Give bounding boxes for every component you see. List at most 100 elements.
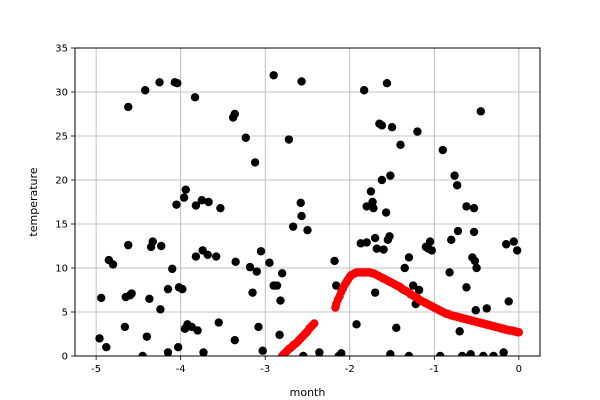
- black-data-point: [269, 71, 278, 80]
- x-tick-label: -1: [429, 364, 439, 375]
- black-data-point: [386, 171, 395, 180]
- series-1: [277, 268, 524, 356]
- black-data-point: [452, 181, 462, 190]
- black-data-point: [138, 351, 147, 356]
- black-data-point: [470, 256, 480, 266]
- black-data-point: [299, 351, 308, 356]
- y-tick-label: 15: [55, 220, 68, 231]
- black-data-point: [204, 197, 213, 207]
- black-data-point: [97, 293, 106, 303]
- black-data-point: [102, 343, 111, 352]
- black-data-point: [427, 246, 436, 255]
- black-data-point: [476, 107, 486, 116]
- black-data-point: [272, 281, 282, 290]
- black-data-point: [216, 203, 225, 213]
- black-data-point: [191, 252, 201, 261]
- plot-frame: [74, 47, 541, 357]
- black-data-point: [366, 187, 376, 196]
- black-data-point: [453, 226, 463, 236]
- black-data-point: [230, 109, 239, 119]
- black-data-point: [438, 145, 447, 155]
- black-data-point: [179, 193, 189, 202]
- black-data-point: [120, 322, 130, 332]
- black-data-point: [148, 237, 157, 246]
- black-data-point: [425, 237, 435, 246]
- black-data-point: [214, 318, 223, 327]
- black-data-point: [469, 227, 479, 237]
- black-data-point: [181, 185, 190, 194]
- black-data-point: [199, 348, 208, 356]
- black-data-point: [450, 171, 459, 180]
- black-data-point: [462, 202, 471, 211]
- black-data-point: [142, 332, 152, 341]
- black-data-point: [252, 267, 261, 276]
- black-data-point: [445, 268, 454, 277]
- black-data-point: [386, 350, 395, 356]
- black-data-point: [499, 348, 508, 356]
- black-data-point: [265, 258, 274, 267]
- black-data-point: [404, 253, 414, 262]
- black-data-point: [297, 211, 306, 221]
- black-data-point: [370, 233, 380, 243]
- black-data-point: [231, 257, 240, 267]
- black-data-point: [297, 77, 306, 86]
- black-data-point: [108, 260, 118, 269]
- black-data-point: [413, 127, 422, 136]
- black-data-point: [447, 235, 456, 245]
- black-data-point: [156, 305, 165, 314]
- black-data-point: [250, 158, 260, 167]
- black-data-point: [370, 288, 380, 297]
- x-tick-label: 0: [516, 364, 522, 375]
- axis-ticks: -5 -4 -3 -2 -1 0 0 5 10 15 20 25 30 35: [55, 44, 522, 376]
- black-data-point: [163, 348, 173, 356]
- black-data-point: [471, 306, 480, 315]
- black-data-point: [368, 197, 377, 207]
- black-data-point: [330, 256, 339, 266]
- black-data-point: [462, 283, 471, 292]
- y-tick-label: 35: [55, 44, 68, 55]
- black-data-point: [254, 322, 263, 332]
- black-data-point: [95, 334, 104, 343]
- black-data-point: [400, 263, 409, 273]
- black-data-point: [408, 281, 418, 290]
- y-tick-label: 10: [55, 264, 68, 275]
- black-data-point: [337, 349, 346, 356]
- y-tick-label: 20: [55, 176, 68, 187]
- black-data-point: [258, 346, 267, 355]
- black-data-point: [172, 200, 181, 209]
- black-data-point: [377, 121, 387, 130]
- black-data-point: [315, 348, 324, 356]
- black-data-point: [372, 244, 382, 253]
- black-data-point: [501, 240, 511, 249]
- black-data-point: [178, 284, 187, 294]
- black-data-point: [362, 238, 371, 247]
- black-data-point: [489, 351, 498, 356]
- y-tick-label: 25: [55, 132, 68, 143]
- black-data-point: [124, 102, 133, 112]
- black-data-point: [163, 284, 173, 294]
- x-axis-title: month: [290, 386, 326, 399]
- black-data-point: [404, 351, 414, 356]
- black-data-point: [276, 296, 285, 305]
- black-data-point: [193, 326, 202, 335]
- black-data-point: [127, 289, 136, 298]
- series-0: [95, 71, 522, 356]
- black-data-point: [140, 86, 150, 95]
- black-data-point: [173, 79, 182, 88]
- black-data-point: [203, 250, 212, 259]
- y-tick-label: 30: [55, 88, 68, 99]
- black-data-point: [145, 294, 154, 303]
- black-data-point: [124, 240, 133, 250]
- black-data-point: [359, 86, 369, 95]
- black-data-point: [256, 247, 266, 256]
- red-data-point: [310, 319, 319, 328]
- black-data-point: [385, 232, 394, 241]
- black-data-point: [157, 241, 166, 251]
- black-data-point: [230, 335, 239, 345]
- black-data-point: [191, 201, 201, 210]
- black-data-point: [504, 297, 513, 306]
- black-data-point: [277, 269, 287, 278]
- black-data-point: [284, 135, 294, 144]
- black-data-point: [392, 323, 401, 333]
